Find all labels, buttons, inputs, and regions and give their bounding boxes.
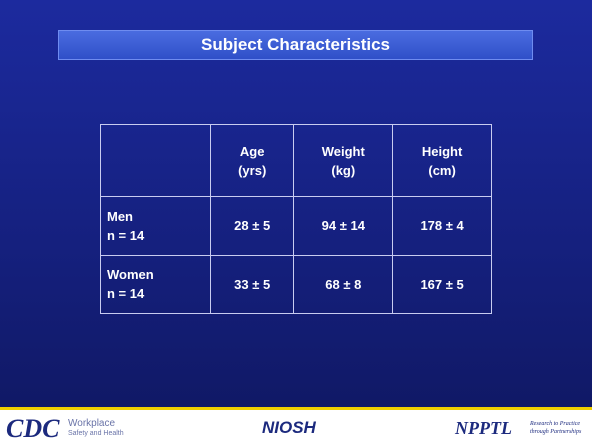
row-label: Women n = 14 [100,254,211,314]
cdc-logo: CDC [6,414,60,443]
divider [0,407,592,410]
header-text: (kg) [331,162,356,178]
row-label: Men n = 14 [100,196,211,256]
header-cell: Height (cm) [392,124,492,197]
niosh-logo: NIOSH [262,418,316,437]
row-label-text: n = 14 [107,227,145,243]
row-label-text: Men [107,208,133,224]
table: Age (yrs) Weight (kg) Height (cm) Men n = 14 28 … [100,124,492,314]
header-text: (yrs) [238,162,267,178]
header-cell: Weight (kg) [293,124,394,197]
npptl-logo: NPPTL [455,418,512,438]
table-cell: 33 ± 5 [209,254,295,314]
row-label-text: Women [107,267,154,283]
table-cell: 94 ± 14 [293,196,394,256]
header-text: Weight [321,143,365,159]
table-cell: 68 ± 8 [293,254,394,314]
row-label-text: n = 14 [107,286,145,302]
header-cell [100,124,211,197]
table-cell: 167 ± 5 [392,254,492,314]
header-text: Age [239,143,265,159]
npptl-text: through Partnerships [530,429,582,435]
cdc-text: Safety and Health [68,430,124,437]
footer: CDC Workplace Safety and Health NIOSH NP… [0,410,592,446]
npptl-text: Research to Practice [530,421,581,427]
header-text: (cm) [428,162,456,178]
header-cell: Age (yrs) [209,124,295,197]
table-row: Men n = 14 28 ± 5 94 ± 14 178 ± 4 [100,196,492,256]
header-text: Height [421,143,463,159]
header-row: Age (yrs) Weight (kg) Height (cm) [100,124,492,197]
title: Subject Characteristics [58,30,533,60]
table-cell: 28 ± 5 [209,196,295,256]
table-cell: 178 ± 4 [392,196,492,256]
cdc-text: Workplace [68,418,116,429]
table-row: Women n = 14 33 ± 5 68 ± 8 167 ± 5 [100,254,492,314]
